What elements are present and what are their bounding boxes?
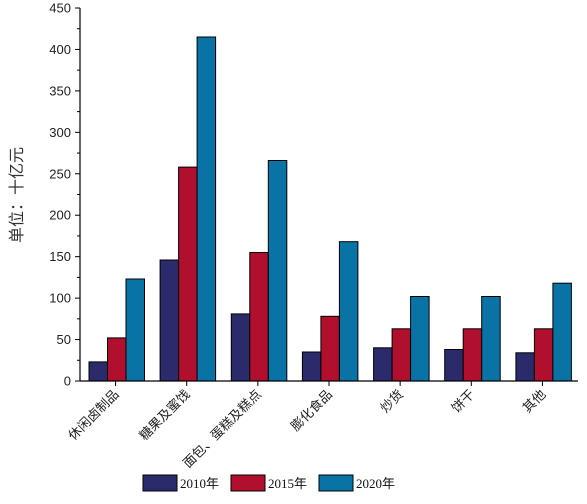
bar-2015年-膨化食品: [320, 315, 340, 382]
bar-2010年-其他: [515, 352, 535, 382]
bar-2010年-糖果及蜜饯: [159, 259, 180, 382]
bar-2010年-炒货: [373, 347, 393, 382]
bar-2010年-饼干: [444, 349, 464, 382]
bar-2010年-膨化食品: [301, 351, 322, 382]
x-tick-label: 休闲卤制品: [65, 387, 122, 444]
x-tick-label: 膨化食品: [288, 387, 336, 435]
x-tick-label: 面包、蛋糕及糕点: [181, 387, 265, 471]
bar-2020年-面包、蛋糕及糕点: [267, 160, 288, 382]
y-axis-title-group: 单位：十亿元: [7, 147, 26, 243]
bar-2020年-糖果及蜜饯: [196, 36, 217, 382]
legend-label: 2020年: [356, 476, 395, 491]
y-tick-label: 400: [49, 42, 71, 57]
bar-2015年-其他: [533, 328, 554, 382]
bars-group: [88, 36, 572, 382]
bar-2020年-休闲卤制品: [125, 278, 145, 382]
x-tick-label: 炒货: [377, 387, 407, 417]
y-axis-title: 单位：十亿元: [7, 147, 26, 243]
bar-2015年-糖果及蜜饯: [178, 166, 198, 382]
y-tick-label: 350: [49, 83, 71, 98]
bar-2015年-面包、蛋糕及糕点: [249, 252, 269, 382]
y-tick-label: 50: [57, 332, 71, 347]
legend-swatch: [230, 474, 266, 492]
y-ticks-group: 0 50 100 150 200 250 300 350 400 450: [49, 1, 80, 389]
bar-2020年-炒货: [410, 296, 430, 382]
legend-swatch: [318, 474, 354, 492]
bar-2015年-饼干: [462, 328, 483, 382]
bar-2010年-面包、蛋糕及糕点: [230, 313, 251, 382]
bar-2020年-膨化食品: [338, 241, 359, 382]
bar-2010年-休闲卤制品: [88, 361, 108, 382]
y-tick-label: 0: [64, 374, 71, 389]
bar-2015年-休闲卤制品: [107, 337, 127, 382]
y-tick-label: 100: [49, 291, 71, 306]
bar-2015年-炒货: [391, 328, 412, 382]
bar-2020年-饼干: [481, 296, 501, 382]
x-tick-label: 糖果及蜜饯: [136, 387, 193, 444]
y-tick-label: 300: [49, 125, 71, 140]
legend-swatch: [142, 474, 178, 492]
x-tick-label: 饼干: [449, 387, 478, 416]
y-tick-label: 250: [49, 166, 71, 181]
y-tick-label: 150: [49, 249, 71, 264]
bar-2020年-其他: [552, 282, 572, 382]
legend: 2010年 2015年 2020年: [142, 474, 395, 492]
x-tick-label: 其他: [520, 387, 549, 416]
legend-label: 2015年: [268, 476, 307, 491]
legend-label: 2010年: [180, 476, 219, 491]
y-tick-label: 450: [49, 1, 71, 16]
y-tick-label: 200: [49, 208, 71, 223]
